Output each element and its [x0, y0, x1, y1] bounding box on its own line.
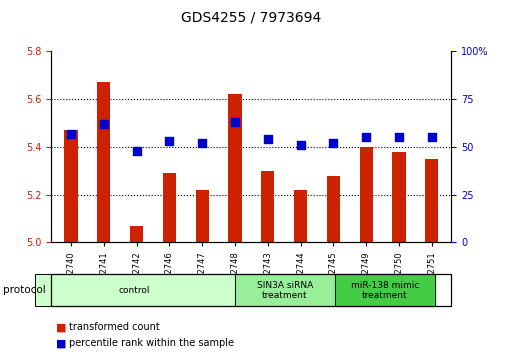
Point — [100, 121, 108, 127]
Text: SIN3A siRNA
treatment: SIN3A siRNA treatment — [256, 281, 313, 300]
Bar — [228, 94, 242, 242]
Point — [329, 140, 338, 146]
Point — [132, 148, 141, 154]
Bar — [261, 171, 274, 242]
Text: percentile rank within the sample: percentile rank within the sample — [69, 338, 234, 348]
Text: control: control — [119, 286, 150, 295]
Bar — [327, 176, 340, 242]
Text: miR-138 mimic
treatment: miR-138 mimic treatment — [350, 281, 419, 300]
Bar — [425, 159, 438, 242]
Text: GDS4255 / 7973694: GDS4255 / 7973694 — [181, 11, 322, 25]
Text: ■: ■ — [56, 322, 67, 332]
Bar — [195, 190, 209, 242]
Point — [264, 136, 272, 142]
Point — [395, 135, 403, 140]
Point — [231, 119, 239, 125]
Point — [165, 138, 173, 144]
Bar — [65, 130, 77, 242]
Text: ■: ■ — [56, 338, 67, 348]
Text: protocol: protocol — [3, 285, 45, 295]
Point — [297, 142, 305, 148]
Bar — [360, 147, 373, 242]
Bar — [163, 173, 176, 242]
Bar — [294, 190, 307, 242]
Point — [362, 135, 370, 140]
Point — [428, 135, 436, 140]
Bar — [97, 82, 110, 242]
Point — [198, 140, 206, 146]
Bar — [130, 226, 143, 242]
Text: transformed count: transformed count — [69, 322, 160, 332]
Bar — [392, 152, 405, 242]
Point — [67, 131, 75, 136]
